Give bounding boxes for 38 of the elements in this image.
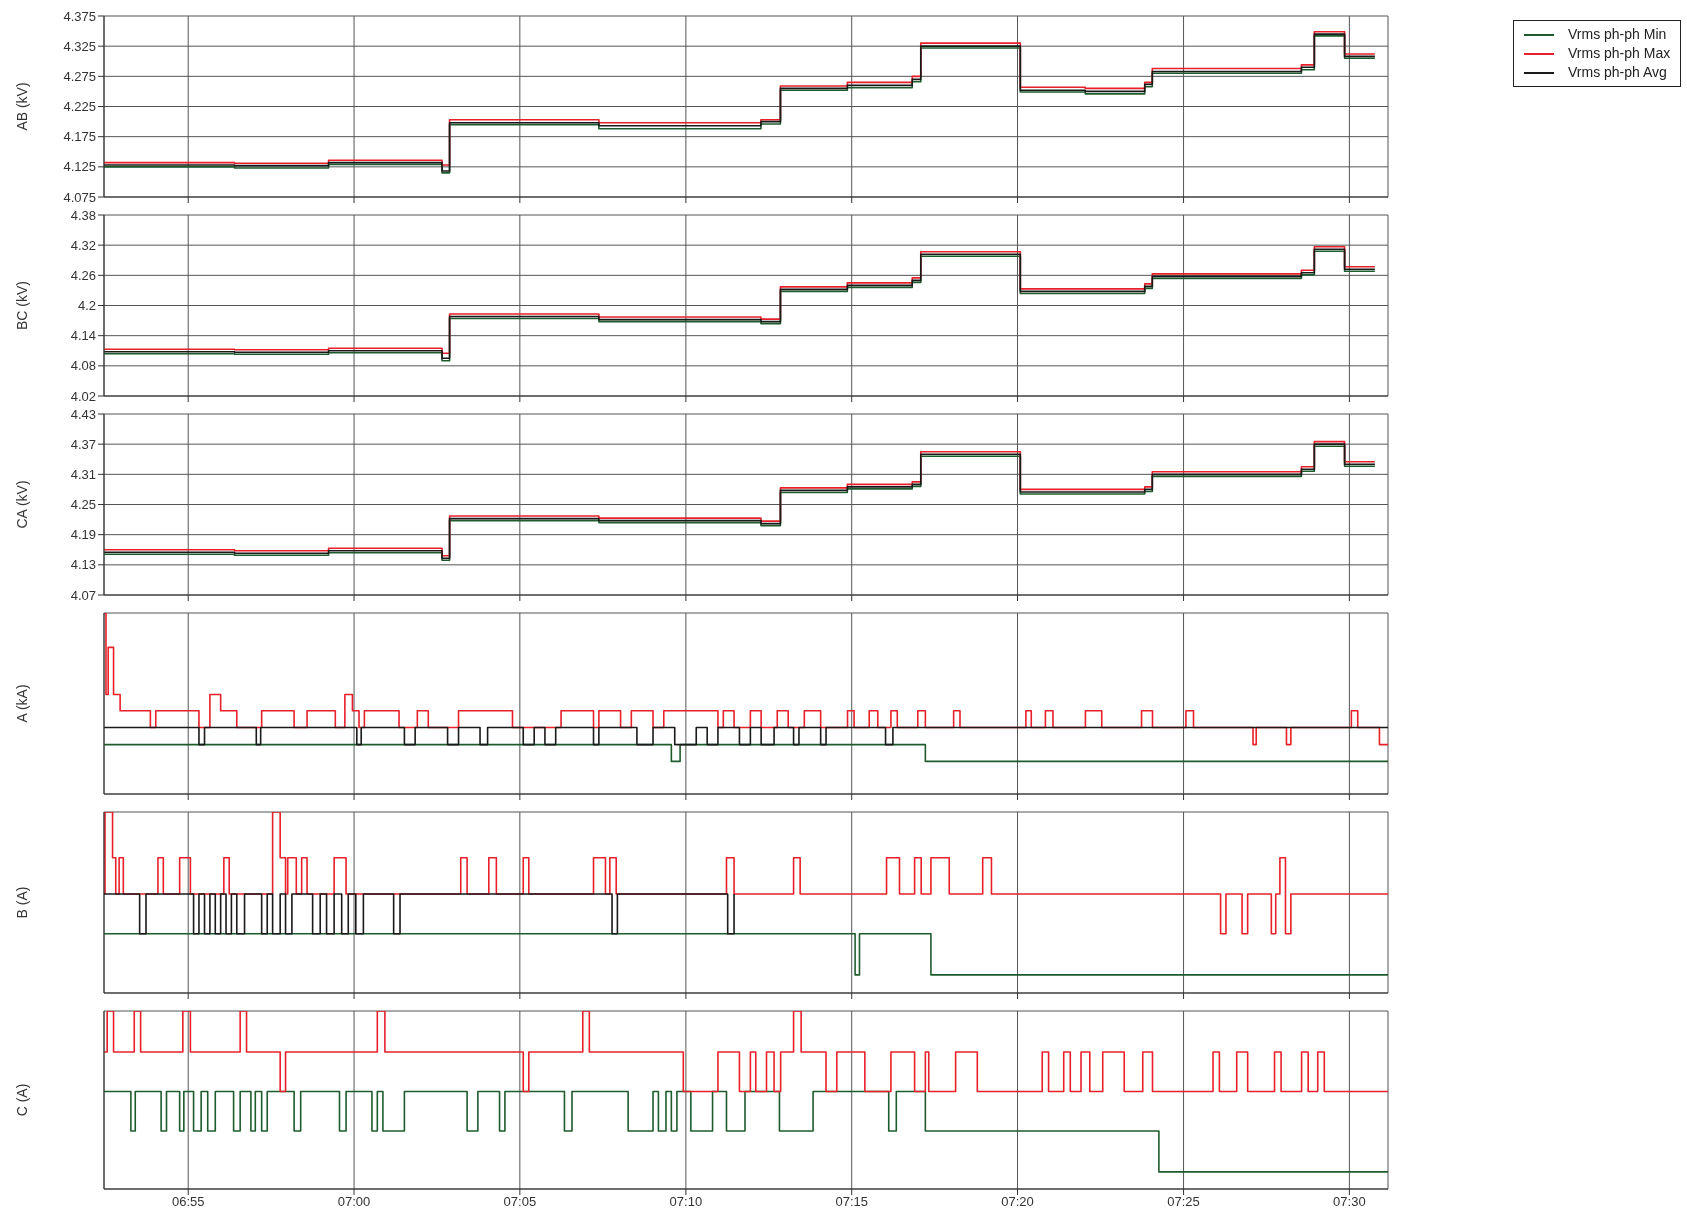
y-tick-label: 4.02 — [70, 388, 96, 404]
y-axis-title: BC (kV) — [13, 281, 30, 330]
y-tick-label: 4.175 — [63, 129, 96, 145]
legend-label: Vrms ph-ph Min — [1568, 25, 1667, 44]
y-tick-label: 4.26 — [70, 267, 96, 283]
y-tick-label: 4.07 — [70, 587, 96, 603]
y-tick-label: 4.225 — [63, 99, 96, 115]
x-tick-label: 07:05 — [503, 1194, 537, 1210]
y-tick-label: 4.32 — [70, 237, 96, 253]
y-tick-label: 4.275 — [63, 68, 96, 84]
y-tick-label: 4.38 — [70, 207, 96, 223]
x-tick-label: 07:10 — [669, 1194, 703, 1210]
y-tick-label: 4.08 — [70, 358, 96, 374]
y-axis-title: A (kA) — [13, 684, 30, 723]
y-tick-label: 4.31 — [70, 466, 96, 482]
x-tick-label: 06:55 — [171, 1194, 205, 1210]
y-tick-label: 4.14 — [70, 328, 96, 344]
y-tick-label: 4.075 — [63, 189, 96, 205]
legend-label: Vrms ph-ph Avg — [1568, 63, 1667, 82]
y-tick-label: 4.19 — [70, 527, 96, 543]
y-tick-label: 4.125 — [63, 159, 96, 175]
y-axis-title: B (A) — [13, 886, 30, 919]
x-tick-label: 07:30 — [1333, 1194, 1366, 1210]
y-axis-title: AB (kV) — [13, 82, 30, 131]
y-tick-label: 4.375 — [63, 8, 96, 24]
y-axis-title: C (A) — [13, 1083, 30, 1117]
y-tick-label: 4.13 — [70, 557, 96, 573]
y-tick-label: 4.43 — [70, 406, 96, 422]
y-tick-label: 4.37 — [70, 436, 96, 452]
x-tick-label: 07:00 — [337, 1194, 371, 1210]
legend-label: Vrms ph-ph Max — [1568, 44, 1671, 63]
x-tick-label: 07:20 — [1001, 1194, 1034, 1210]
y-tick-label: 4.325 — [63, 38, 96, 54]
y-tick-label: 4.25 — [70, 497, 96, 513]
x-tick-label: 07:15 — [835, 1194, 868, 1210]
x-tick-label: 07:25 — [1167, 1194, 1200, 1210]
y-tick-label: 4.2 — [77, 298, 96, 314]
y-axis-title: CA (kV) — [13, 480, 30, 529]
